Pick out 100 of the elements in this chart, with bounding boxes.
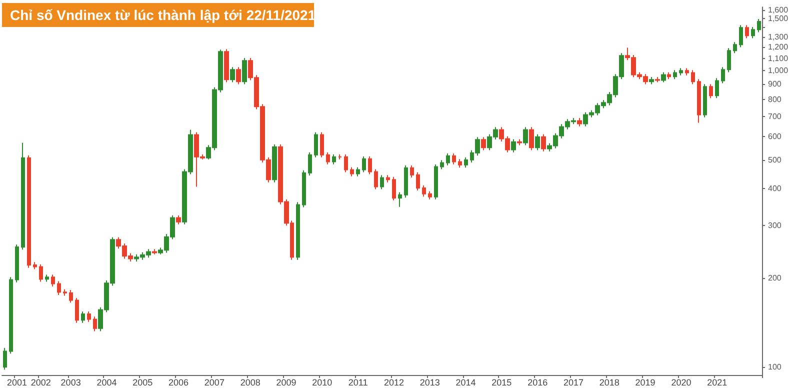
- candlestick: [428, 190, 432, 200]
- candlestick: [661, 72, 666, 83]
- y-tick-label: 1,000: [768, 66, 789, 76]
- candlestick: [9, 276, 13, 354]
- x-tick-label: 2007: [204, 378, 224, 388]
- candlestick: [745, 24, 749, 39]
- x-tick-label: 2002: [30, 378, 51, 388]
- candlestick: [511, 138, 516, 153]
- candlestick: [176, 214, 181, 225]
- candlestick: [649, 76, 654, 85]
- candlestick: [69, 289, 73, 304]
- candlestick: [314, 132, 318, 158]
- y-tick-label: 300: [768, 221, 782, 230]
- x-tick-label: 2021: [707, 378, 728, 388]
- candlestick: [224, 48, 229, 83]
- x-tick-label: 2016: [528, 378, 548, 388]
- candlestick: [51, 274, 55, 287]
- y-tick-label: 1,500: [768, 14, 789, 23]
- candlestick: [697, 78, 701, 124]
- y-tick-label: 400: [768, 184, 782, 194]
- x-tick-label: 2017: [563, 378, 584, 388]
- y-tick-label: 100: [768, 362, 782, 372]
- y-tick-label: 800: [768, 94, 782, 104]
- candlestick: [440, 160, 444, 170]
- candlestick: [356, 166, 360, 177]
- candlestick: [541, 134, 546, 152]
- x-tick-label: 2009: [276, 378, 296, 388]
- candlestick: [535, 134, 540, 151]
- candlestick: [27, 154, 31, 268]
- x-tick-label: 2011: [348, 378, 368, 388]
- candlestick: [230, 66, 235, 83]
- candlestick: [350, 166, 354, 177]
- candlestick: [410, 164, 414, 178]
- candlestick: [344, 154, 348, 173]
- x-tick-label: 2014: [456, 378, 476, 388]
- candlestick: [386, 174, 390, 183]
- chart-title: Chỉ số Vndinex từ lúc thành lập tới 22/11/2021: [10, 7, 316, 23]
- candlestick: [296, 202, 300, 260]
- candlestick: [308, 152, 312, 176]
- candlestick: [75, 297, 79, 324]
- candlestick: [458, 158, 462, 168]
- candlestick: [15, 244, 19, 283]
- candlestick: [374, 168, 378, 190]
- x-tick-label: 2013: [420, 378, 440, 388]
- x-tick-label: 2010: [312, 378, 332, 388]
- candlestick: [679, 68, 683, 76]
- candlestick: [416, 172, 420, 192]
- candlestick: [446, 152, 450, 166]
- candlestick: [715, 78, 719, 99]
- x-tick-label: 2012: [384, 378, 404, 388]
- candlestick: [685, 68, 689, 76]
- candlestick: [87, 310, 91, 322]
- x-tick-label: 2004: [96, 378, 117, 388]
- x-tick-label: 2018: [599, 378, 620, 388]
- candlestick: [523, 126, 528, 146]
- candlestick: [655, 76, 660, 83]
- y-tick-label: 1,600: [768, 6, 789, 15]
- candlestick: [368, 156, 372, 175]
- candlestick: [326, 152, 330, 165]
- candlestick: [452, 152, 456, 165]
- candlestick: [529, 126, 534, 151]
- candlestick: [691, 70, 695, 85]
- candlestick: [481, 136, 486, 151]
- candlestick: [338, 154, 342, 160]
- x-tick-label: 2006: [168, 378, 189, 388]
- candlestick: [320, 132, 324, 158]
- candlestick: [751, 26, 755, 39]
- candlestick: [63, 288, 67, 296]
- x-tick-label: 2019: [635, 378, 656, 388]
- candlestick: [57, 280, 61, 296]
- candlestick: [236, 66, 241, 85]
- candlestick: [302, 170, 306, 208]
- candlestick: [709, 84, 713, 99]
- y-tick-label: 1,200: [768, 42, 789, 52]
- y-tick-label: 700: [768, 112, 782, 122]
- candlestick: [721, 66, 725, 84]
- candlestick: [422, 184, 426, 198]
- candlestick: [464, 156, 468, 168]
- y-tick-label: 200: [768, 273, 782, 282]
- candlestick: [93, 316, 97, 332]
- candlestick: [733, 42, 737, 54]
- candlestick: [152, 248, 157, 255]
- y-tick-label: 1,100: [768, 54, 789, 63]
- candlestick: [727, 48, 731, 73]
- candlestick: [703, 84, 707, 118]
- x-tick-label: 2003: [60, 378, 81, 388]
- candlestick: [398, 192, 402, 208]
- candlestick: [673, 70, 677, 80]
- candlestick: [39, 264, 43, 282]
- candlestick: [667, 72, 671, 80]
- candlestick: [739, 24, 743, 48]
- candlestick: [434, 164, 438, 200]
- candlestick: [380, 174, 384, 190]
- candlestick: [577, 118, 582, 127]
- x-tick-label: 2008: [240, 378, 260, 388]
- candlestick: [21, 142, 25, 250]
- y-tick-label: 600: [768, 132, 782, 141]
- x-tick-label: 2005: [132, 378, 153, 388]
- y-tick-label: 500: [768, 155, 782, 164]
- x-tick-label: 2001: [6, 378, 27, 388]
